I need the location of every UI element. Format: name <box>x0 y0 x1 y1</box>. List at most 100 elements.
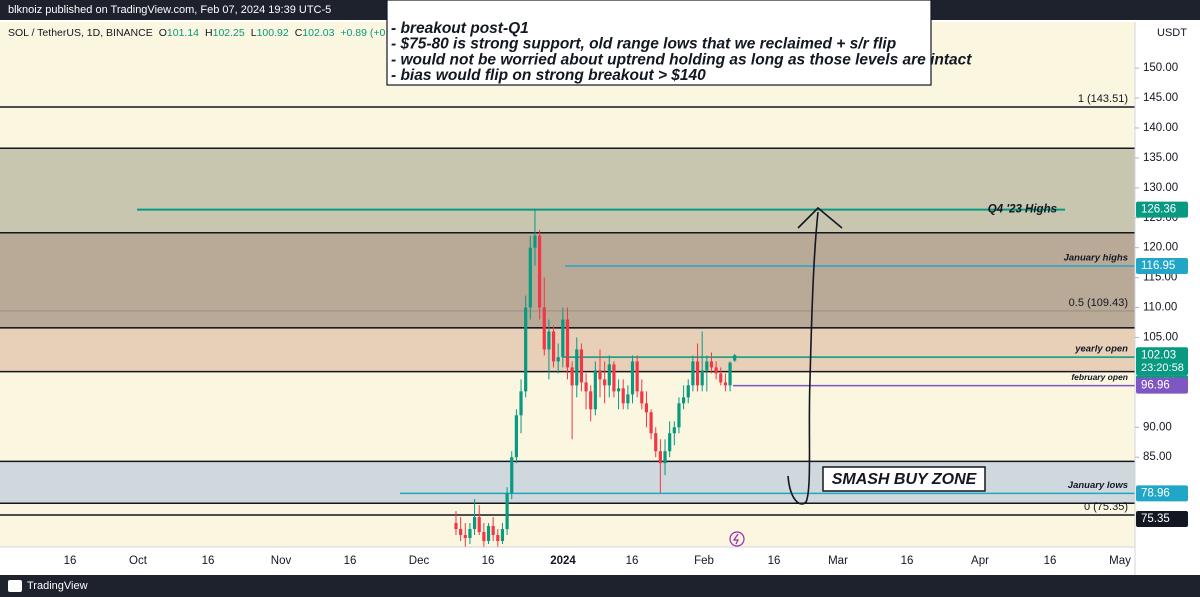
y-tick-label: 115.00 <box>1143 272 1177 284</box>
candle-body <box>565 319 570 368</box>
price-badge-label: 96.96 <box>1141 380 1170 392</box>
candle-body <box>663 451 667 464</box>
x-tick-label: 2024 <box>550 555 576 567</box>
footer-text: TradingView <box>27 580 88 592</box>
candle-body <box>482 532 486 542</box>
fib-label: 0.5 (109.43) <box>1069 297 1128 309</box>
candle-body <box>682 397 686 404</box>
candle-body <box>570 367 574 386</box>
candle-body <box>524 307 528 392</box>
price-badge <box>1136 485 1188 502</box>
candle-body <box>561 319 565 358</box>
y-tick-label: 150.00 <box>1143 62 1178 74</box>
level-name: february open <box>1071 372 1128 382</box>
x-tick-label: 16 <box>344 555 357 567</box>
y-tick-label: 135.00 <box>1143 152 1178 164</box>
candle-body <box>491 526 495 536</box>
header-text: blknoiz published on TradingView.com, Fe… <box>8 4 331 16</box>
countdown: 23:20:58 <box>1141 362 1184 374</box>
candle-body <box>635 361 639 392</box>
candle-body <box>686 385 690 398</box>
footer-bar <box>0 575 1200 597</box>
ohlc-key: L <box>251 27 257 39</box>
x-tick-label: Feb <box>694 555 714 567</box>
price-badge-label: 75.35 <box>1141 513 1170 525</box>
candle-body <box>542 307 546 350</box>
price-badge <box>1136 377 1188 394</box>
annotation: SMASH BUY ZONE <box>832 471 978 488</box>
y-tick-label: 140.00 <box>1143 122 1178 134</box>
candle-body <box>505 493 509 530</box>
x-tick-label: 16 <box>1044 555 1057 567</box>
candle-body <box>514 415 518 458</box>
last-price-label: 102.03 <box>1141 349 1176 361</box>
candle-body <box>630 361 635 395</box>
candle-body <box>510 457 514 494</box>
note-line: - $75-80 is strong support, old range lo… <box>391 36 896 53</box>
symbol-legend: SOL / TetherUS, 1D, BINANCE O101.14 H102.2… <box>8 27 413 39</box>
candle-body <box>626 394 630 404</box>
candle-body <box>719 373 723 383</box>
ohlc-value: 102.03 <box>302 27 334 39</box>
candle-body <box>584 382 588 392</box>
candle-body <box>575 349 579 386</box>
ohlc-value: 101.14 <box>167 27 199 39</box>
candle-body <box>612 364 616 392</box>
candle-body <box>672 427 676 434</box>
price-badge-label: 126.36 <box>1141 204 1176 216</box>
candle-body <box>533 235 537 248</box>
ohlc-key: C <box>295 27 303 39</box>
x-tick-label: 16 <box>64 555 77 567</box>
candle-body <box>556 357 560 362</box>
candle-body <box>579 349 584 383</box>
price-badge <box>1136 510 1188 527</box>
candle-body <box>519 391 523 416</box>
plot <box>0 106 1135 547</box>
candle-body <box>695 361 700 386</box>
candle-body <box>500 529 505 542</box>
price-badge <box>1136 257 1188 274</box>
y-tick-label: 90.00 <box>1143 421 1172 433</box>
price-badge-label: 116.95 <box>1141 260 1175 272</box>
level-name: yearly open <box>1074 344 1128 355</box>
candle-body <box>496 535 500 542</box>
event-icon <box>729 531 745 547</box>
candle-body <box>616 388 621 392</box>
symbol: SOL / TetherUS, 1D, BINANCE <box>8 27 153 39</box>
x-tick-label: 16 <box>768 555 781 567</box>
candle-body <box>477 517 481 533</box>
x-tick-label: Apr <box>971 555 989 567</box>
annotation-box <box>822 466 986 492</box>
candle-body <box>607 364 611 386</box>
candle-body <box>668 433 672 452</box>
note-box <box>386 0 932 86</box>
candle-body <box>654 433 658 452</box>
level-name: January lows <box>1068 480 1128 491</box>
candle-body <box>691 361 695 386</box>
level-name: January highs <box>1064 252 1128 263</box>
hand-drawn-arrow <box>787 206 843 505</box>
ohlc-value: 100.92 <box>257 27 289 39</box>
event-icon-bolt <box>732 533 739 545</box>
y-tick-label: 110.00 <box>1143 302 1177 314</box>
price-badge-label: 78.96 <box>1141 487 1170 499</box>
candle-body <box>709 361 714 368</box>
candle-body <box>589 391 593 410</box>
candle-body <box>603 379 607 386</box>
last-price-badge <box>1136 347 1188 376</box>
candle-body <box>454 523 458 530</box>
candle-body <box>547 331 551 350</box>
footer-logo <box>8 580 22 592</box>
price-badge <box>1136 201 1188 218</box>
note-line: - bias would flip on strong breakout > $… <box>391 67 706 84</box>
x-tick-label: Dec <box>409 555 430 567</box>
x-tick-label: Oct <box>129 555 148 567</box>
y-tick-label: 120.00 <box>1143 242 1178 254</box>
overlay: SOL / TetherUS, 1D, BINANCE O101.14 H102.2… <box>8 27 1188 567</box>
y-tick-label: 145.00 <box>1143 92 1178 104</box>
y-tick-label: 85.00 <box>1143 451 1172 463</box>
candle-body <box>598 370 602 380</box>
candle-body <box>677 403 681 428</box>
ohlc-key: H <box>205 27 213 39</box>
